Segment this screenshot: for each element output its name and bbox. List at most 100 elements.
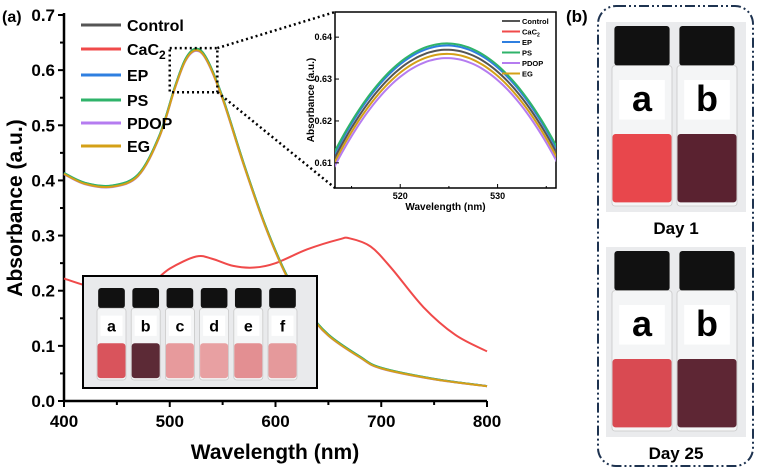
inset-legend-label: EP [522,38,532,47]
vial-cap [269,288,296,309]
vial-cap [614,251,670,291]
inset-legend-label: PS [522,49,532,58]
inset-x-tick-label: 530 [490,191,505,201]
inset-series-line-pdop [335,57,556,168]
legend-label: CaC2 [127,42,166,62]
legend-name: EG [127,139,150,156]
legend-label: PDOP [127,116,173,133]
vial: c [164,288,195,381]
vial-label-card [100,315,123,336]
inset-x-tick-label: 520 [393,191,408,201]
x-tick-label: 600 [261,412,289,431]
zoom-connector [216,10,336,50]
legend-label: EG [127,139,150,156]
vial-label-card [203,315,226,336]
inset-legend-name: PDOP [522,59,543,68]
vial-label: d [209,318,219,335]
inset-legend-label: EG [522,70,533,79]
vial: d [199,288,230,381]
vial-liquid [200,343,229,379]
zoom-connector [216,91,336,189]
legend-name: CaC [127,42,159,59]
vial-liquid [97,343,126,379]
vial-liquid [612,359,672,428]
vial-label-card [684,80,730,120]
legend-subscript: 2 [159,48,166,62]
vial-liquid [268,343,297,379]
vial-label: b [696,303,718,344]
y-tick-label: 0.4 [31,171,55,190]
vial-liquid [131,343,160,379]
inset-legend-subscript: 2 [537,33,540,39]
vial-cap [679,26,735,66]
inset-series-line-ep [335,44,556,156]
inset-y-tick-label: 0.62 [314,116,332,126]
vial-label: b [696,78,718,119]
vial: b [676,26,738,207]
vial-label: e [244,318,253,335]
vial-cap [132,288,160,309]
inset-legend-label: CaC2 [522,28,540,39]
y-tick-label: 0.0 [31,392,55,411]
vial-label: f [280,318,286,335]
vial-cap [679,251,735,291]
y-tick-label: 0.6 [31,61,55,80]
y-tick-label: 0.7 [31,6,55,25]
x-tick-label: 800 [473,412,501,431]
y-tick-label: 0.2 [31,282,55,301]
series-line-eg [63,49,488,388]
vial: a [611,251,673,432]
legend-label: EP [127,68,149,85]
vial: a [611,26,673,207]
vial-label-card [619,80,665,120]
legend-name: PDOP [127,116,173,133]
panel-b-border [597,5,754,467]
vial-liquid [677,359,737,428]
inset-legend-label: PDOP [522,59,543,68]
vial-cap [200,288,228,309]
inset-plot [335,42,556,168]
inset-legend-label: Control [522,17,549,26]
photo-caption: Day 25 [649,444,704,463]
legend-name: Control [127,18,184,35]
legend-name: PS [127,93,149,110]
vial-cap [614,26,670,66]
vial-label-card [619,305,665,345]
inset-y-tick-label: 0.61 [314,158,332,168]
vial-label-card [271,315,294,336]
inset-series-line-control [335,48,556,160]
vial: b [130,288,161,381]
inset-legend-name: EG [522,70,533,79]
vial-label-card [134,315,157,336]
y-tick-label: 0.1 [31,337,55,356]
x-tick-label: 700 [367,412,395,431]
vial-liquid [165,343,194,379]
panel-label-a: (a) [2,9,22,26]
panel-label-b: (b) [566,7,588,26]
inset-legend-name: PS [522,49,532,58]
inset-series-line-ps [335,42,556,154]
vial: b [676,251,738,432]
vial: f [267,288,298,381]
legend-label: PS [127,93,149,110]
inset-legend-name: EP [522,38,532,47]
vial-label: a [632,78,653,119]
inset-x-axis-label: Wavelength (nm) [405,202,485,213]
vial-label: c [175,318,184,335]
vial-cap [166,288,194,309]
vial-label: a [107,318,116,335]
vial: e [233,288,264,381]
vial-liquid [612,134,672,203]
inset-y-tick-label: 0.64 [314,32,332,42]
vial-label-card [168,315,191,336]
legend-name: EP [127,68,149,85]
y-tick-label: 0.3 [31,227,55,246]
y-tick-label: 0.5 [31,116,55,135]
inset-legend-name: CaC [522,28,538,37]
x-tick-label: 500 [156,412,184,431]
y-axis-label: Absorbance (a.u.) [4,119,27,296]
zoom-region-box [168,46,219,94]
vial: a [96,288,127,381]
vial-cap [234,288,262,309]
